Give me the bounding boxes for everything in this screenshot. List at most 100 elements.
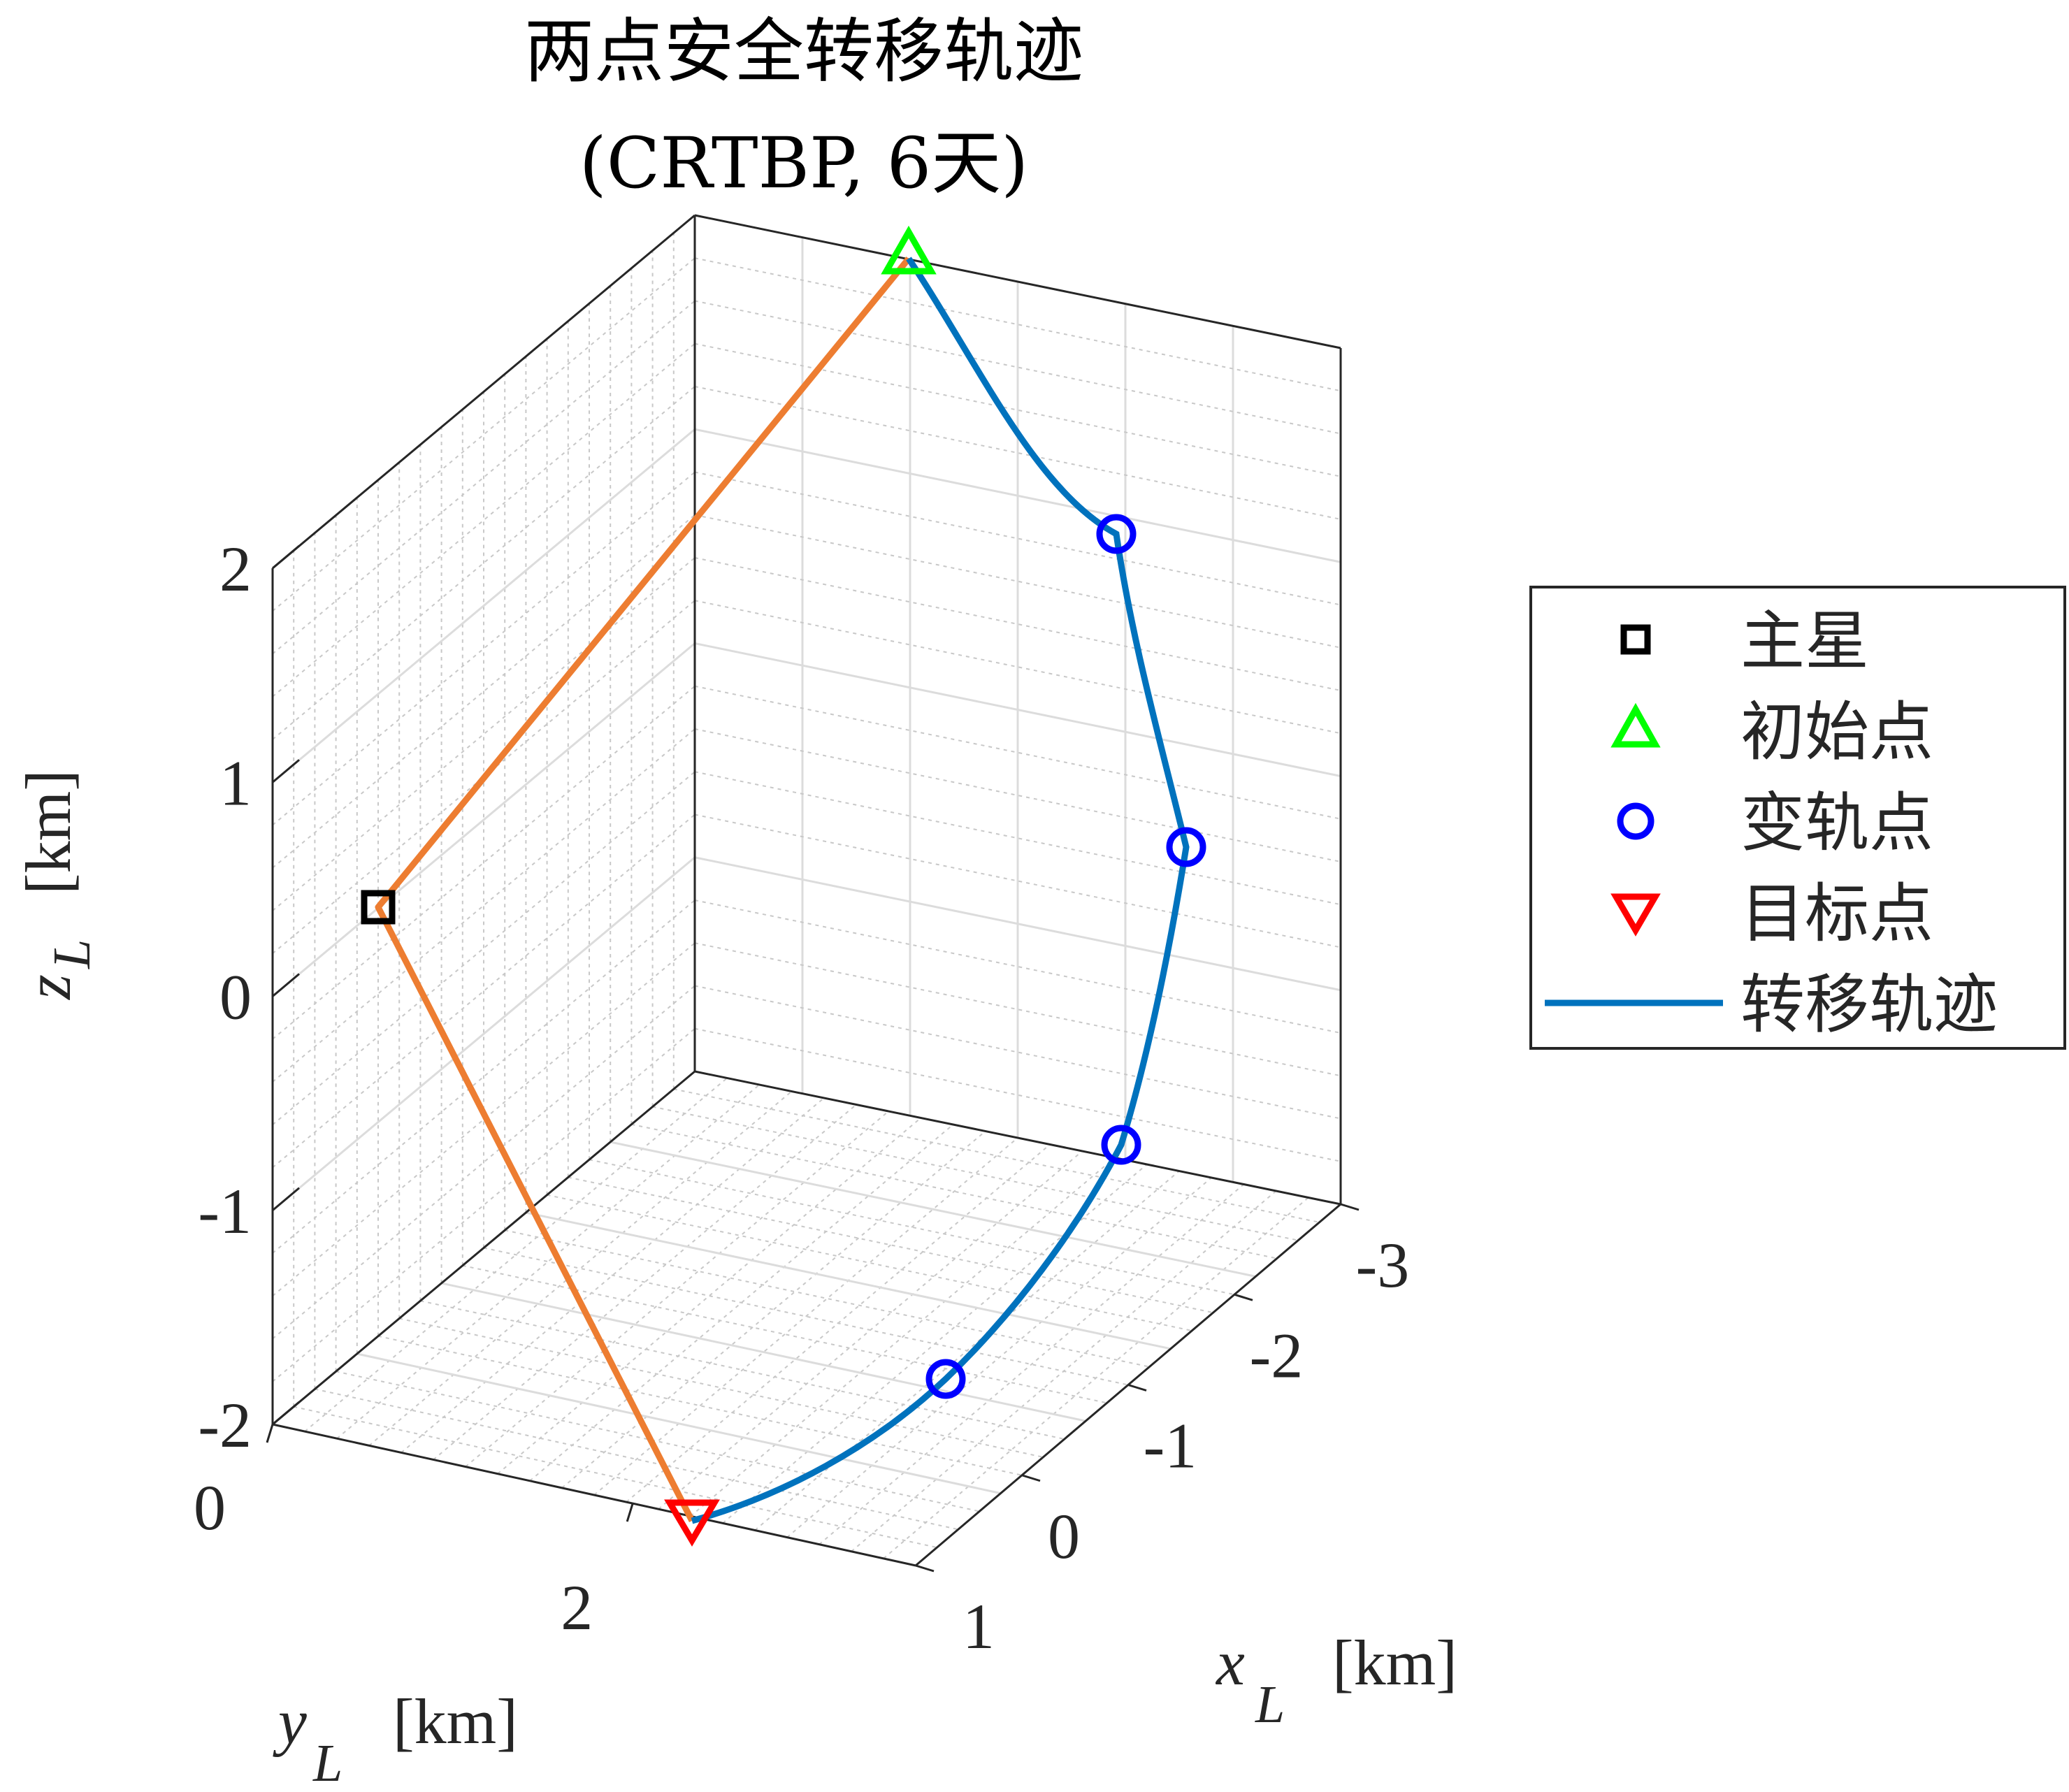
y-axis-label: y L [km]: [273, 1686, 518, 1792]
legend-circle-icon: [1617, 802, 1655, 840]
right-wall-grid-horizontal: [694, 899, 1341, 1034]
legend-label: 变轨点: [1740, 786, 1933, 860]
y-axis-label-unit: [km]: [393, 1686, 518, 1757]
z-tick-label: 2: [219, 533, 252, 605]
floor-grid-across: [819, 1183, 1245, 1545]
floor-grid-along: [336, 1371, 980, 1512]
x-tick-label: 0: [1048, 1501, 1080, 1572]
right-wall-grid-horizontal: [694, 257, 1341, 392]
legend-label: 转移轨迹: [1740, 967, 1998, 1042]
right-wall-grid-horizontal: [694, 1027, 1341, 1162]
floor-grid-along: [526, 1211, 1172, 1350]
legend-triangle-down-icon: [1610, 893, 1661, 937]
floor-grid-along: [652, 1106, 1299, 1241]
z-axis-label-symbol: z: [13, 974, 84, 1001]
floor-grid-along: [420, 1300, 1065, 1440]
axis-box-edge: [694, 1070, 1341, 1206]
legend-label: 目标点: [1740, 876, 1933, 951]
z-axis-label-subscript: L: [43, 939, 101, 969]
floor-grid-along: [547, 1194, 1192, 1331]
axis-box-edge: [272, 214, 695, 570]
z-axis-label: z L [km]: [13, 769, 101, 1001]
floor-grid-across: [690, 1157, 1116, 1517]
maneuver-point-marker: [925, 1359, 966, 1399]
z-tick-mark: [272, 759, 300, 783]
floor-grid-along: [377, 1335, 1023, 1476]
right-wall-grid-horizontal: [694, 856, 1341, 992]
right-wall-grid-horizontal: [694, 386, 1341, 520]
z-axis-label-unit: [km]: [13, 769, 84, 895]
floor-grid-along: [483, 1247, 1129, 1386]
legend-square-icon: [1620, 624, 1651, 655]
y-tick-mark: [266, 1424, 274, 1443]
floor-grid-along: [315, 1388, 959, 1531]
series-layer: [361, 225, 1206, 1547]
axis-box-edge: [272, 1070, 695, 1426]
right-wall-grid-horizontal: [694, 985, 1341, 1120]
right-wall-grid-horizontal: [694, 771, 1341, 906]
legend-triangle-up-icon: [1610, 702, 1661, 748]
floor-grid-across: [368, 1090, 793, 1447]
floor-grid-along: [293, 1406, 937, 1549]
floor-grid-along: [610, 1141, 1256, 1278]
floor-grid-along: [441, 1282, 1086, 1422]
x-tick-mark: [1127, 1384, 1147, 1392]
z-tick-label: 1: [219, 747, 252, 818]
x-tick-label: -3: [1356, 1229, 1410, 1301]
axis-box-edge: [694, 214, 1341, 349]
y-axis-label-subscript: L: [312, 1734, 343, 1792]
x-tick-mark: [915, 1564, 935, 1573]
maneuver-point-marker: [1096, 514, 1137, 554]
right-wall-grid-horizontal: [694, 814, 1341, 948]
legend-label: 初始点: [1740, 695, 1933, 769]
floor-grid-along: [504, 1229, 1150, 1368]
x-axis-label-unit: [km]: [1332, 1627, 1457, 1698]
floor-grid-across: [336, 1084, 760, 1439]
z-tick-mark: [272, 544, 300, 570]
transfer-trajectory-line: [691, 256, 1190, 1524]
left-wall-grid-horizontal: [272, 1027, 695, 1382]
legend-label: 主星: [1740, 604, 1869, 679]
x-tick-label: 1: [963, 1591, 995, 1662]
x-axis-label: x L [km]: [1215, 1627, 1457, 1734]
x-tick-label: -1: [1144, 1410, 1197, 1482]
floor-grid-along: [673, 1088, 1320, 1223]
floor-grid-along: [398, 1317, 1044, 1458]
z-tick-label: -1: [198, 1176, 252, 1247]
z-tick-label: 0: [219, 962, 252, 1033]
floor-grid-across: [786, 1177, 1212, 1538]
left-wall-grid-horizontal: [272, 856, 695, 1211]
right-wall-grid-horizontal: [694, 600, 1341, 735]
right-wall-grid-horizontal: [694, 428, 1341, 563]
tick-labels: 210-1-210-1-2-302: [194, 533, 1409, 1662]
left-wall-grid-horizontal: [272, 428, 695, 783]
x-axis-label-subscript: L: [1255, 1675, 1285, 1734]
left-wall-grid-horizontal: [272, 642, 695, 997]
z-tick-mark: [272, 1401, 300, 1426]
grid-layer: [272, 233, 1341, 1559]
z-tick-label: -2: [198, 1389, 252, 1461]
right-wall-grid-horizontal: [694, 342, 1341, 477]
axis-box-edge: [272, 1423, 916, 1567]
x-tick-label: -2: [1250, 1320, 1304, 1391]
y-tick-mark: [626, 1503, 634, 1522]
connector-line: [375, 256, 911, 1523]
right-wall-grid-horizontal: [694, 642, 1341, 777]
x-tick-mark: [1021, 1474, 1041, 1482]
chart-title-line-2: (CRTBP, 6天): [579, 122, 1028, 204]
right-wall-grid-horizontal: [694, 942, 1341, 1077]
y-tick-label: 0: [194, 1472, 226, 1543]
floor-grid-along: [589, 1159, 1235, 1296]
right-wall-grid-horizontal: [694, 514, 1341, 649]
floor-grid-along: [356, 1352, 1001, 1495]
floor-grid-along: [568, 1176, 1213, 1314]
left-wall-grid-horizontal: [272, 257, 695, 612]
right-wall-grid-horizontal: [694, 685, 1341, 820]
chart-title-line-1: 两点安全转移轨迹: [524, 10, 1083, 92]
right-wall-grid-horizontal: [694, 471, 1341, 606]
y-tick-label: 2: [561, 1572, 593, 1643]
x-axis-label-symbol: x: [1215, 1627, 1245, 1698]
axes-layer: [266, 214, 1360, 1573]
floor-grid-across: [465, 1111, 889, 1468]
